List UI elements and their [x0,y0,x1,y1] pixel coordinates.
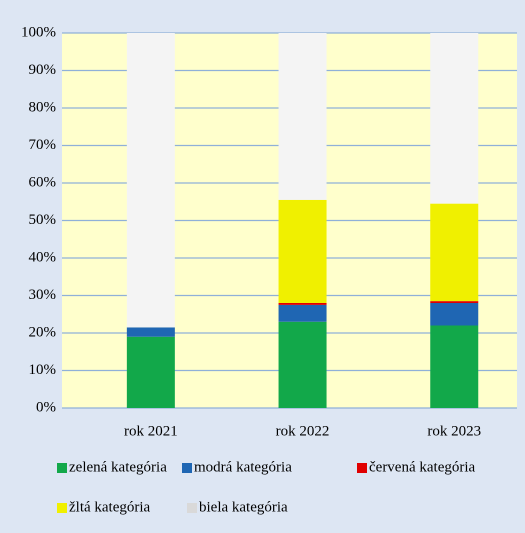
y-tick-label: 40% [29,249,57,265]
legend-marker [57,463,67,473]
legend-marker [187,503,197,513]
bar-segment [430,33,479,204]
legend-label: červená kategória [369,459,476,475]
bar-segment [126,336,175,408]
legend-marker [57,503,67,513]
bar-segment [278,304,327,322]
bar-segment [126,33,175,328]
y-tick-label: 0% [36,399,56,415]
bar-segment [430,203,479,302]
y-tick-label: 70% [29,137,57,153]
bar-segment [278,199,327,303]
bar-segment [278,321,327,408]
bar-segment [430,325,479,408]
bar-segment [278,303,327,305]
legend-label: zelená kategória [69,459,167,475]
x-tick-label: rok 2021 [124,423,178,439]
y-tick-label: 50% [29,212,57,228]
legend-marker [182,463,192,473]
y-tick-label: 20% [29,324,57,340]
bar-segment [430,301,479,303]
legend-marker [357,463,367,473]
y-tick-label: 90% [29,62,57,78]
legend-label: biela kategória [199,499,288,515]
x-tick-label: rok 2022 [276,423,330,439]
legend-label: žltá kategória [69,499,151,515]
bar-segment [430,303,479,326]
x-tick-label: rok 2023 [427,423,481,439]
bar-segment [126,327,175,337]
y-tick-label: 80% [29,99,57,115]
bar-segment [278,33,327,200]
legend-label: modrá kategória [194,459,292,475]
y-tick-label: 100% [21,24,56,40]
y-tick-label: 60% [29,174,57,190]
y-tick-label: 30% [29,287,57,303]
y-tick-label: 10% [29,362,57,378]
